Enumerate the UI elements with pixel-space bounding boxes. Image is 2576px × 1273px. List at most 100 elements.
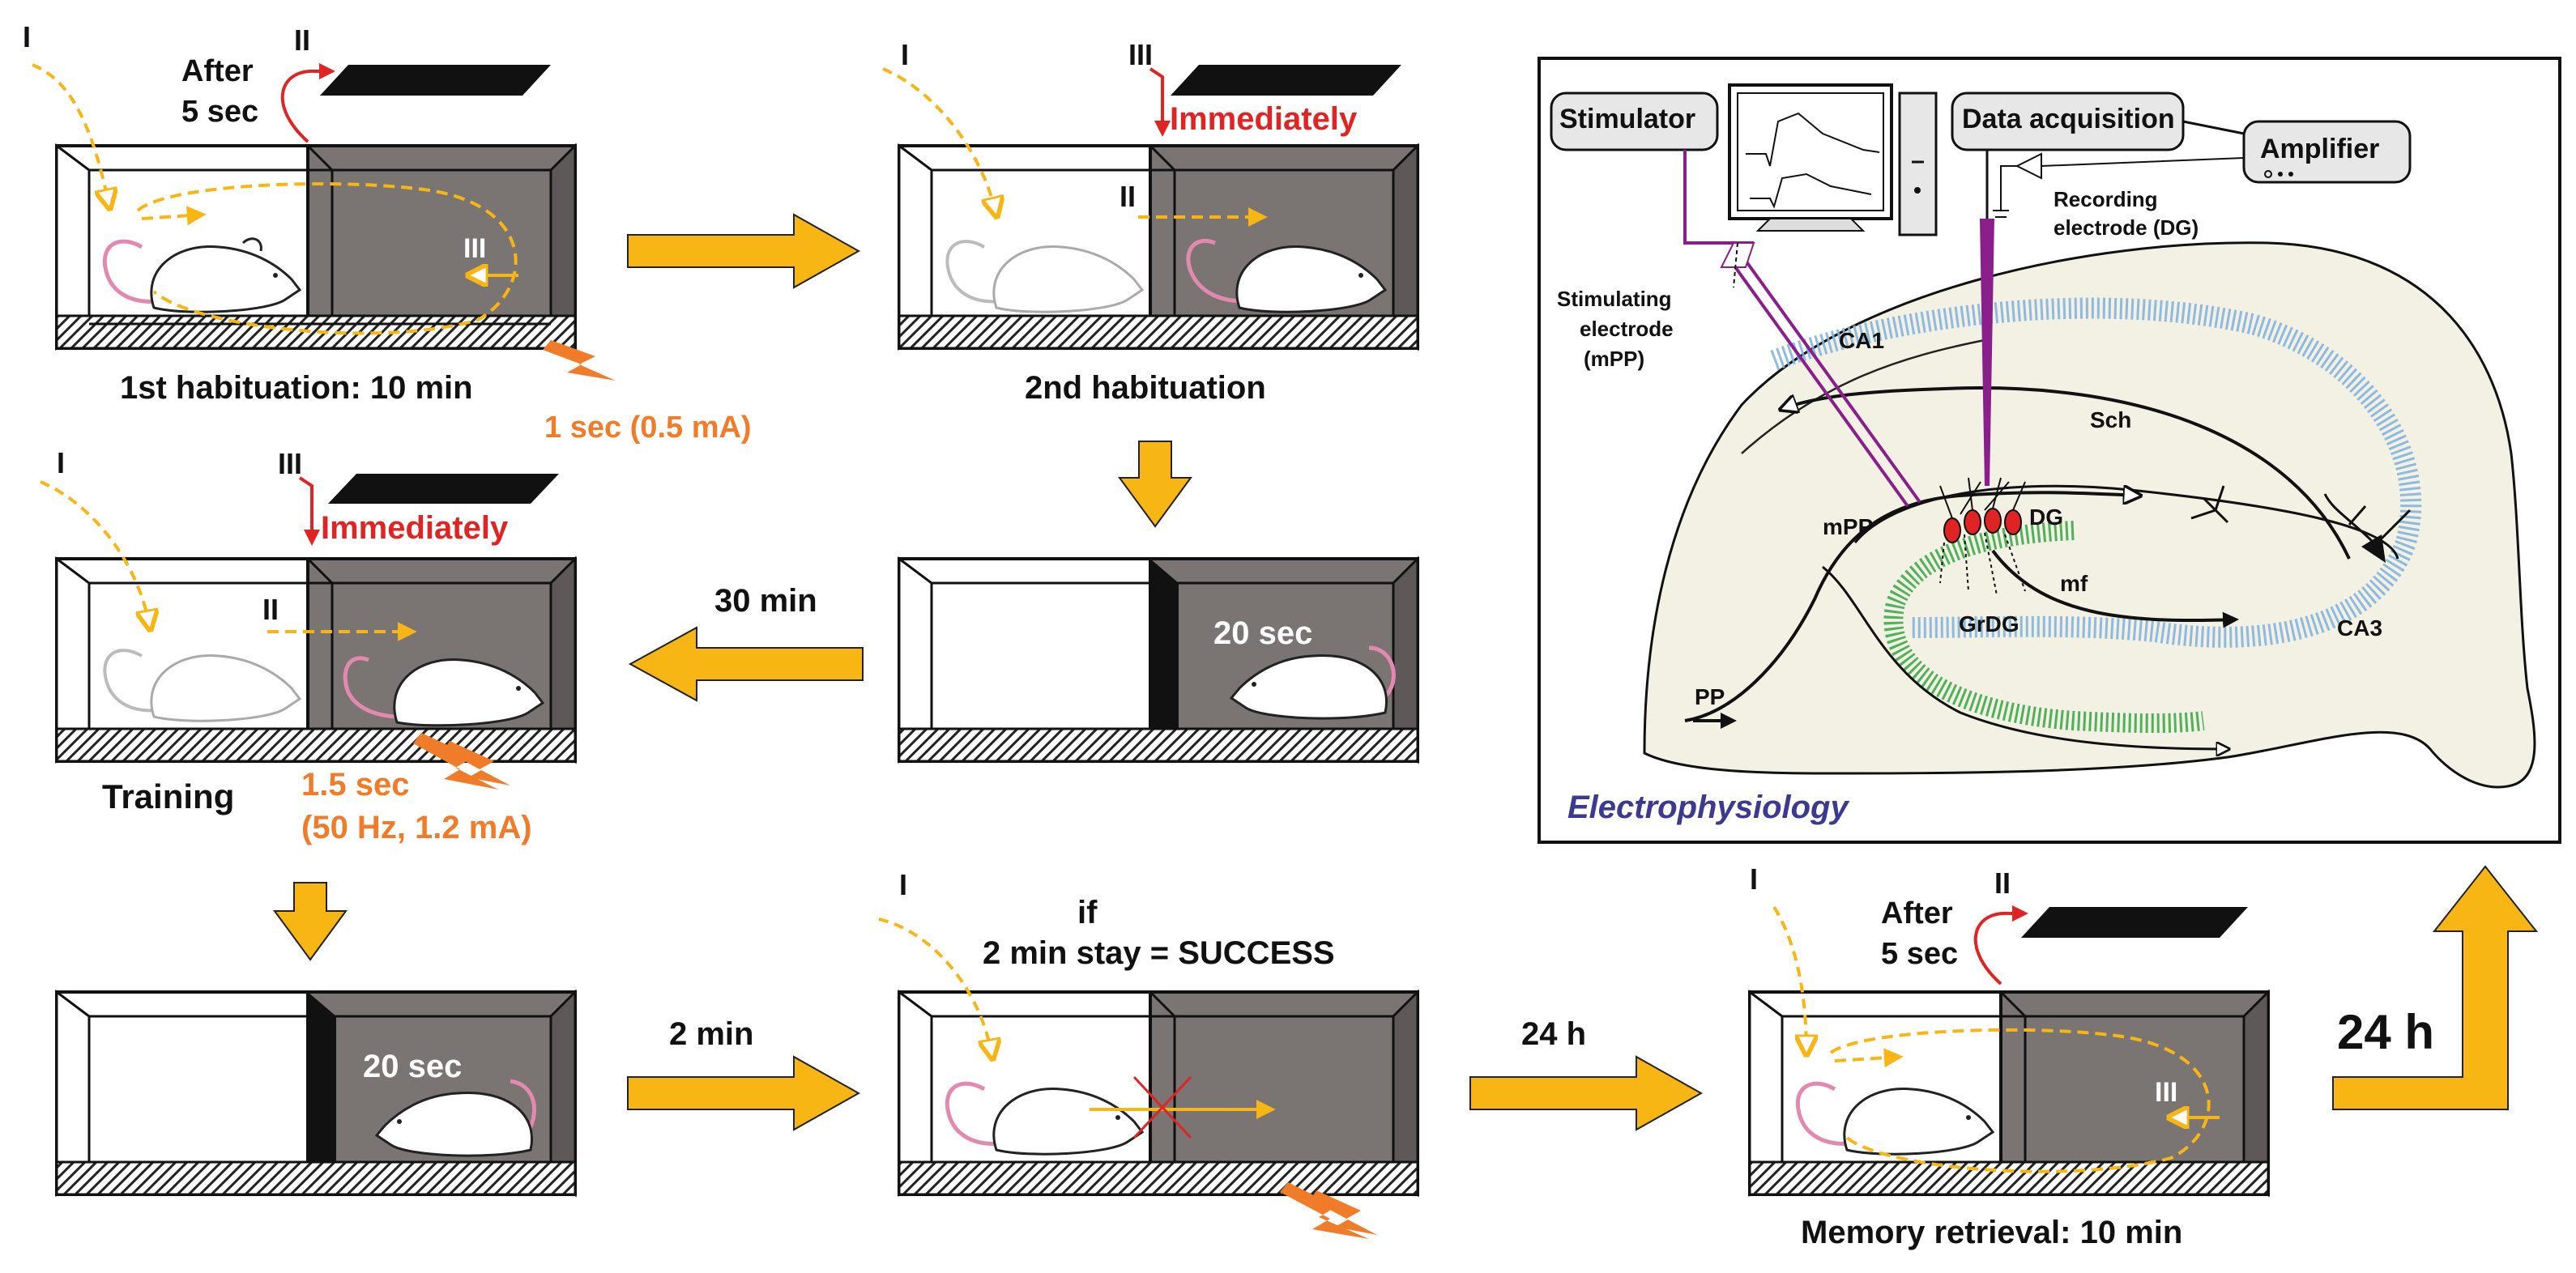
- rat-icon: [102, 237, 302, 313]
- panel-training: I III II Immediately Training 1.5 sec (5…: [40, 446, 577, 845]
- path-i-arrow: [878, 917, 992, 1057]
- rat-icon: [1186, 239, 1388, 313]
- path-i-arrow: [882, 67, 996, 215]
- dg-granule-band: [1883, 521, 2205, 734]
- shock-label: 1 sec (0.5 mA): [544, 411, 752, 445]
- mf-label: mf: [2060, 571, 2088, 596]
- door-plate: [1171, 65, 1401, 96]
- stimulating-electrode: [1683, 150, 1921, 508]
- stimulating-site-label: (mPP): [1584, 347, 1644, 371]
- loop-path-arrow: [1829, 1028, 2211, 1173]
- marker-iii: III: [463, 233, 486, 264]
- rat-icon: [945, 1081, 1145, 1156]
- granule-cells: [1939, 477, 2026, 596]
- shock-params-label: (50 Hz, 1.2 mA): [301, 810, 532, 845]
- success-criterion-label: 2 min stay = SUCCESS: [983, 935, 1335, 971]
- flow-arrow-elbow: [2332, 865, 2539, 1110]
- after-time-label: 5 sec: [181, 95, 258, 129]
- computer-tower-icon: [1898, 92, 1938, 236]
- interval-label-24h-elbow: 24 h: [2337, 1005, 2434, 1059]
- panel-success-test: I if 2 min stay = SUCCESS: [878, 868, 1419, 1239]
- mpp-label: mPP: [1823, 514, 1873, 539]
- interval-label-2min: 2 min: [669, 1016, 753, 1052]
- data-acquisition-label: Data acquisition: [1962, 104, 2175, 134]
- shock-label: 1.5 sec: [301, 767, 409, 803]
- mossy-fiber: [1991, 549, 2239, 628]
- door-plate: [2021, 907, 2248, 938]
- electrophysiology-title: Electrophysiology: [1567, 790, 1849, 825]
- door-plate: [328, 474, 559, 504]
- amplifier-box: Amplifier: [2242, 120, 2412, 184]
- flow-arrow-down: [273, 882, 348, 961]
- grdg-label: GrDG: [1959, 611, 2019, 636]
- cross-icon: [1132, 1075, 1192, 1139]
- after-label: After: [181, 54, 254, 88]
- panel-confinement-left: 20 sec: [55, 989, 577, 1198]
- marker-i: I: [57, 446, 65, 479]
- rat-icon: [1229, 645, 1396, 720]
- rat-icon: [343, 656, 545, 727]
- panel-second-habituation: I III II Immediately 2nd habituation: [882, 38, 1419, 406]
- shock-bolt-icon: [1280, 1182, 1377, 1239]
- ca3-label: CA3: [2337, 615, 2382, 641]
- data-acquisition-box: Data acquisition: [1951, 92, 2185, 151]
- path-i-arrow: [1772, 905, 1806, 1053]
- door-red-arrow: [298, 476, 320, 546]
- flow-arrow-left: [628, 626, 864, 702]
- interval-label-30min: 30 min: [714, 583, 817, 619]
- perforant-path: [1684, 492, 2139, 722]
- after-label: After: [1881, 896, 1953, 930]
- marker-ii: II: [294, 23, 310, 57]
- sch-label: Sch: [2090, 407, 2131, 432]
- stimulator-box: Stimulator: [1550, 92, 1719, 151]
- monitor-icon: [1728, 83, 1893, 232]
- shuttle-box: [898, 143, 1419, 351]
- door-red-arrow: [1973, 905, 2028, 986]
- panel-confinement-right: 20 sec: [898, 556, 1419, 764]
- pp-label: PP: [1695, 684, 1725, 709]
- schaffer-collateral: [1782, 386, 2351, 560]
- path-i-arrow: [32, 63, 109, 206]
- recording-label: Recording: [2054, 187, 2158, 211]
- shuttle-box: [55, 556, 577, 764]
- marker-ii: II: [1994, 866, 2011, 900]
- shock-bolt-icon: [413, 733, 510, 790]
- marker-ii: II: [262, 593, 279, 626]
- flow-arrow-right: [627, 1055, 861, 1131]
- flow-arrow-down: [1118, 441, 1192, 528]
- recording-electrode: [1980, 219, 1994, 486]
- ca1-label: CA1: [1839, 328, 1884, 353]
- stimulator-label: Stimulator: [1559, 104, 1695, 134]
- caption-first-habituation: 1st habituation: 10 min: [120, 370, 473, 406]
- if-label: if: [1077, 895, 1098, 930]
- marker-iii: III: [278, 447, 302, 480]
- stimulating-label: Stimulating: [1557, 287, 1672, 311]
- caption-training: Training: [102, 777, 234, 815]
- immediately-label: Immediately: [321, 510, 509, 546]
- shuttle-box: [1748, 989, 2270, 1198]
- panel-memory-retrieval: I II III After 5 sec Memory retrieval: 1…: [1748, 862, 2270, 1250]
- flow-arrow-right: [627, 213, 861, 289]
- flow-arrow-right: [1469, 1055, 1704, 1131]
- caption-memory-retrieval: Memory retrieval: 10 min: [1801, 1215, 2182, 1250]
- dg-label: DG: [2029, 505, 2063, 530]
- amplifier-label: Amplifier: [2260, 134, 2379, 164]
- immediately-label: Immediately: [1170, 101, 1358, 137]
- interval-label-24h: 24 h: [1521, 1016, 1586, 1052]
- loop-path-arrow: [136, 182, 518, 335]
- marker-iii: III: [1128, 38, 1153, 71]
- marker-ii: II: [1120, 180, 1136, 213]
- closed-door: [1150, 559, 1179, 761]
- door-red-arrow: [280, 63, 335, 143]
- shuttle-box: [898, 989, 1419, 1198]
- loop-arrow-head: [141, 206, 207, 226]
- timer-label: 20 sec: [1213, 615, 1312, 651]
- ghost-rat-icon: [945, 240, 1145, 313]
- after-time-label: 5 sec: [1881, 937, 1958, 971]
- panel-first-habituation: I II III After 5 sec 1st habituation: 10…: [23, 20, 752, 445]
- ca3-neuron: [2190, 485, 2412, 563]
- marker-i: I: [901, 38, 909, 71]
- stimulating-electrode-label: electrode: [1580, 317, 1674, 341]
